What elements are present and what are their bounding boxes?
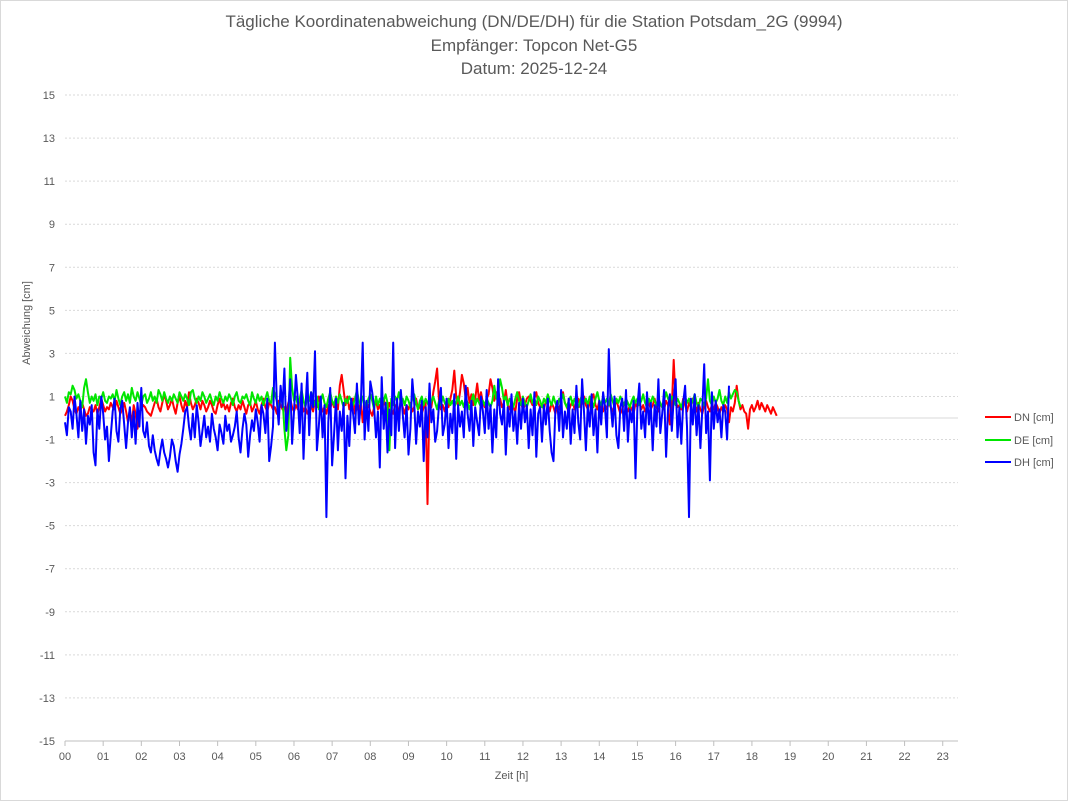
legend-label-de: DE [cm] [1014, 435, 1053, 447]
x-tick-label: 21 [860, 751, 872, 763]
x-tick-label: 17 [708, 751, 720, 763]
x-tick-label: 08 [364, 751, 376, 763]
x-tick-label: 06 [288, 751, 300, 763]
x-axis-title: Zeit [h] [495, 770, 529, 782]
legend-label-dn: DN [cm] [1014, 412, 1054, 424]
y-tick-label: 11 [44, 176, 55, 188]
x-tick-label: 12 [517, 751, 529, 763]
y-tick-label: 9 [49, 219, 55, 231]
chart-title: Tägliche Koordinatenabweichung (DN/DE/DH… [225, 12, 843, 31]
x-tick-label: 22 [898, 751, 910, 763]
chart-subtitle-date: Datum: 2025-12-24 [460, 59, 608, 78]
x-tick-label: 05 [250, 751, 262, 763]
x-tick-label: 09 [402, 751, 414, 763]
x-tick-label: 11 [479, 751, 490, 763]
y-tick-label: 3 [49, 348, 55, 360]
y-tick-label: 5 [49, 305, 55, 317]
x-tick-label: 19 [784, 751, 796, 763]
series-line-de [64, 356, 742, 452]
x-tick-label: 04 [212, 751, 224, 763]
y-tick-label: -9 [45, 607, 55, 619]
y-tick-label: -1 [45, 435, 55, 447]
x-tick-label: 02 [135, 751, 147, 763]
x-tick-label: 23 [937, 751, 949, 763]
y-tick-label: -13 [39, 693, 55, 705]
y-tick-label: -5 [45, 521, 55, 533]
x-tick-label: 18 [746, 751, 758, 763]
y-tick-label: -3 [45, 478, 55, 490]
legend-label-dh: DH [cm] [1014, 457, 1054, 469]
x-tick-label: 13 [555, 751, 567, 763]
y-tick-label: -7 [45, 564, 55, 576]
x-tick-label: 03 [173, 751, 185, 763]
x-tick-label: 15 [631, 751, 643, 763]
y-axis-title: Abweichung [cm] [21, 281, 33, 365]
x-tick-label: 14 [593, 751, 605, 763]
x-tick-label: 00 [59, 751, 71, 763]
x-tick-label: 10 [440, 751, 452, 763]
y-tick-label: 13 [43, 133, 55, 145]
x-tick-label: 16 [669, 751, 681, 763]
x-tick-label: 07 [326, 751, 338, 763]
y-tick-label: 1 [49, 391, 55, 403]
y-tick-label: 7 [49, 262, 55, 274]
y-tick-label: -15 [39, 736, 55, 748]
y-tick-label: -11 [40, 650, 55, 662]
y-tick-label: 15 [43, 90, 55, 102]
series-line-dh [64, 341, 730, 519]
chart-subtitle-receiver: Empfänger: Topcon Net-G5 [430, 36, 638, 55]
x-tick-label: 01 [97, 751, 109, 763]
x-tick-label: 20 [822, 751, 834, 763]
